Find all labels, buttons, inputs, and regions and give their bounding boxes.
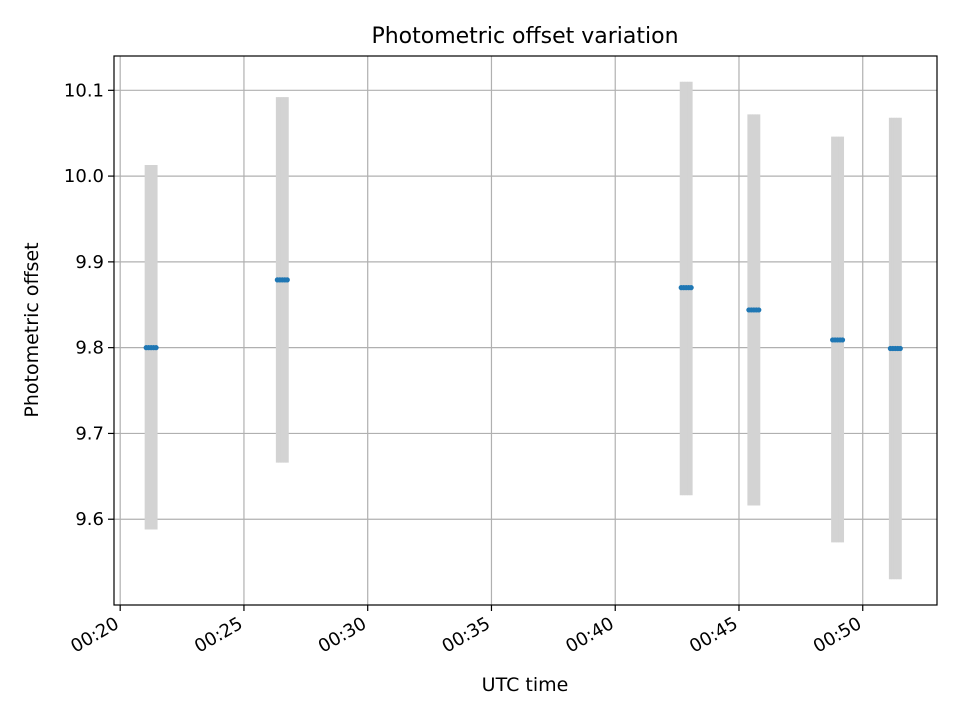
error-bars xyxy=(144,81,902,580)
x-tick-label: 00:50 xyxy=(810,613,865,657)
data-point xyxy=(153,345,159,351)
y-tick-label: 10.0 xyxy=(64,166,104,187)
data-point xyxy=(897,345,903,352)
x-tick-label: 00:20 xyxy=(67,613,122,657)
data-points xyxy=(143,277,903,352)
x-axis-label: UTC time xyxy=(482,674,569,696)
y-tick-label: 9.8 xyxy=(75,338,104,359)
y-tick-label: 9.9 xyxy=(75,252,104,273)
x-tick-label: 00:35 xyxy=(439,613,494,657)
y-tick-label: 9.7 xyxy=(75,423,104,444)
y-tick-label: 10.1 xyxy=(64,80,104,101)
x-tick-label: 00:30 xyxy=(315,613,370,657)
chart-title: Photometric offset variation xyxy=(371,24,678,49)
y-tick-label: 9.6 xyxy=(75,509,104,530)
plot-frame xyxy=(113,55,938,606)
data-point xyxy=(284,277,290,283)
x-tick-label: 00:45 xyxy=(686,613,741,657)
y-axis-ticks: 9.6 9.7 9.8 9.9 10.0 10.1 xyxy=(64,80,114,530)
x-tick-label: 00:25 xyxy=(191,613,246,657)
data-point xyxy=(756,307,762,313)
x-axis-ticks: 00:20 00:25 00:30 00:35 00:40 00:45 00:50 xyxy=(67,605,865,657)
grid-lines xyxy=(114,56,937,605)
data-point xyxy=(839,337,846,343)
x-tick-label: 00:40 xyxy=(562,613,617,657)
y-axis-label: Photometric offset xyxy=(21,242,43,417)
data-point xyxy=(688,285,694,291)
